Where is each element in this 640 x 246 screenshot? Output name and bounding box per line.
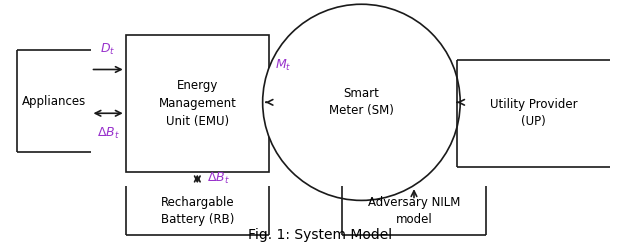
- Text: Energy
Management
Unit (EMU): Energy Management Unit (EMU): [158, 79, 236, 128]
- Text: $D_t$: $D_t$: [100, 42, 116, 57]
- Text: $\Delta B_t$: $\Delta B_t$: [207, 171, 230, 186]
- Text: Adversary NILM
model: Adversary NILM model: [368, 196, 460, 226]
- Text: $M_t$: $M_t$: [275, 58, 292, 73]
- Text: $\Delta B_t$: $\Delta B_t$: [97, 125, 120, 140]
- Text: Appliances: Appliances: [22, 95, 86, 108]
- Text: Utility Provider
(UP): Utility Provider (UP): [490, 98, 577, 128]
- FancyBboxPatch shape: [125, 35, 269, 172]
- Ellipse shape: [262, 4, 460, 200]
- Text: Fig. 1: System Model: Fig. 1: System Model: [248, 228, 392, 242]
- Text: Rechargable
Battery (RB): Rechargable Battery (RB): [161, 196, 234, 226]
- Text: Smart
Meter (SM): Smart Meter (SM): [329, 87, 394, 117]
